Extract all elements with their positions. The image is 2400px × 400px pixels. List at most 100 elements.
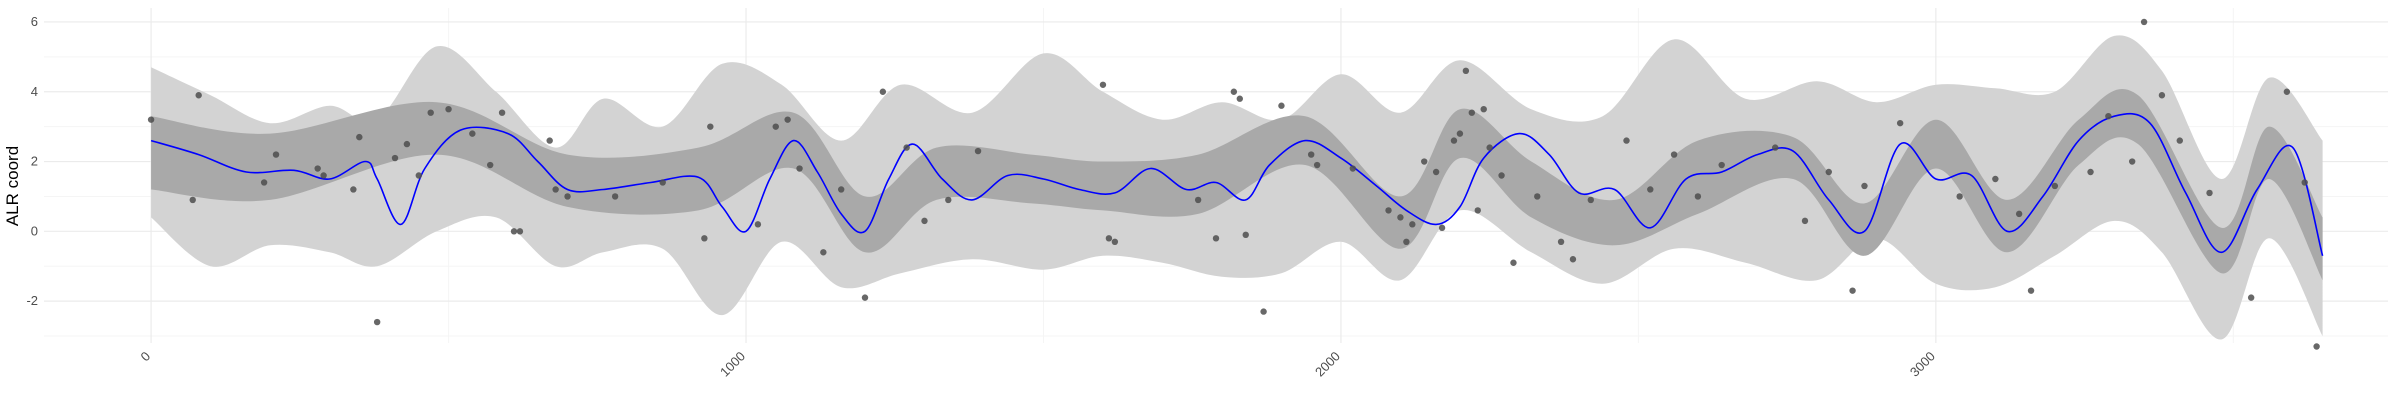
observation-point [784,116,791,123]
observation-point [1236,95,1243,102]
observation-point [1307,151,1315,158]
observation-point [1313,161,1321,169]
observation-point [403,140,411,148]
observation-point [1718,161,1725,169]
observation-point [2105,112,2112,120]
observation-point [1557,238,1565,246]
y-tick-label: 4 [31,84,38,99]
observation-point [2140,18,2148,26]
observation-point [2247,294,2255,301]
observation-point [921,217,928,225]
observation-point [2283,88,2291,95]
observation-point [2206,189,2213,197]
observation-point [516,228,524,235]
observation-point [1438,224,1446,232]
observation-point [879,88,887,95]
observation-point [1670,151,1678,158]
observation-point [1450,137,1458,144]
observation-point [820,249,827,256]
observation-point [1385,207,1392,214]
observation-point [272,151,280,158]
observation-point [903,144,910,151]
observation-point [754,221,762,228]
observation-point [469,130,476,137]
observation-point [1278,102,1285,109]
x-tick-label: 2000 [1312,348,1343,379]
observation-point [415,172,423,179]
observation-point [1468,109,1476,116]
observation-point [498,109,506,116]
observation-point [356,133,363,141]
observation-point [1569,256,1577,263]
observation-point [1849,287,1856,294]
x-tick-label: 0 [137,349,153,365]
observation-point [147,116,155,123]
x-tick-label: 1000 [717,349,748,380]
observation-point [796,165,803,172]
observation-point [611,193,619,200]
observation-point [373,318,381,326]
observation-point [837,186,845,193]
observation-point [1260,308,1267,315]
y-tick-label: -2 [26,293,38,308]
x-tick-label: 3000 [1907,349,1938,380]
observation-point [1694,193,1702,200]
observation-point [2158,92,2166,99]
observation-point [1409,221,1416,228]
observation-point [1349,165,1357,172]
observation-point [1403,238,1410,246]
observation-point [552,186,559,193]
observation-point [564,193,571,200]
inner-confidence-band [151,88,2323,281]
observation-point [1587,196,1595,204]
observation-point [1194,196,1202,204]
observation-point [2087,168,2094,176]
observation-point [1861,182,1868,190]
observation-point [2051,182,2059,190]
observation-point [1242,231,1249,239]
observation-point [320,172,327,179]
observation-point [546,137,553,144]
observation-point [1647,186,1654,193]
observation-point [659,179,666,186]
observation-point [510,228,518,235]
observation-point [1099,81,1107,88]
observation-point [701,235,708,242]
observation-point [445,105,452,113]
observation-point [2301,179,2308,186]
observation-point [1480,105,1487,113]
mean-line [150,112,2324,257]
observation-point [2176,137,2183,144]
observation-point [974,147,982,155]
observation-point [945,196,952,204]
observation-point [195,92,202,99]
y-tick-label: 0 [31,223,38,238]
observation-point [391,154,399,162]
observation-point [1772,144,1779,151]
observation-point [1498,172,1505,179]
observation-point [1510,259,1517,266]
observation-point [1105,235,1113,242]
point-layer [147,18,2320,350]
observation-point [1956,193,1963,200]
observation-point [189,196,196,204]
observation-point [1801,217,1809,225]
observation-point [427,109,434,116]
observation-point [2128,158,2136,165]
y-axis-title: ALR coord [3,146,22,226]
line-layer [150,112,2324,257]
observation-point [861,294,869,301]
observation-point [1486,144,1493,151]
observation-point [1474,207,1481,214]
observation-point [1111,238,1119,246]
y-tick-label: 6 [31,14,38,29]
y-tick-label: 2 [31,154,38,169]
observation-point [1212,235,1220,242]
observation-point [1421,158,1428,165]
observation-point [314,165,321,172]
observation-point [1623,137,1630,144]
observation-point [1992,175,1999,183]
observation-point [2027,287,2035,294]
